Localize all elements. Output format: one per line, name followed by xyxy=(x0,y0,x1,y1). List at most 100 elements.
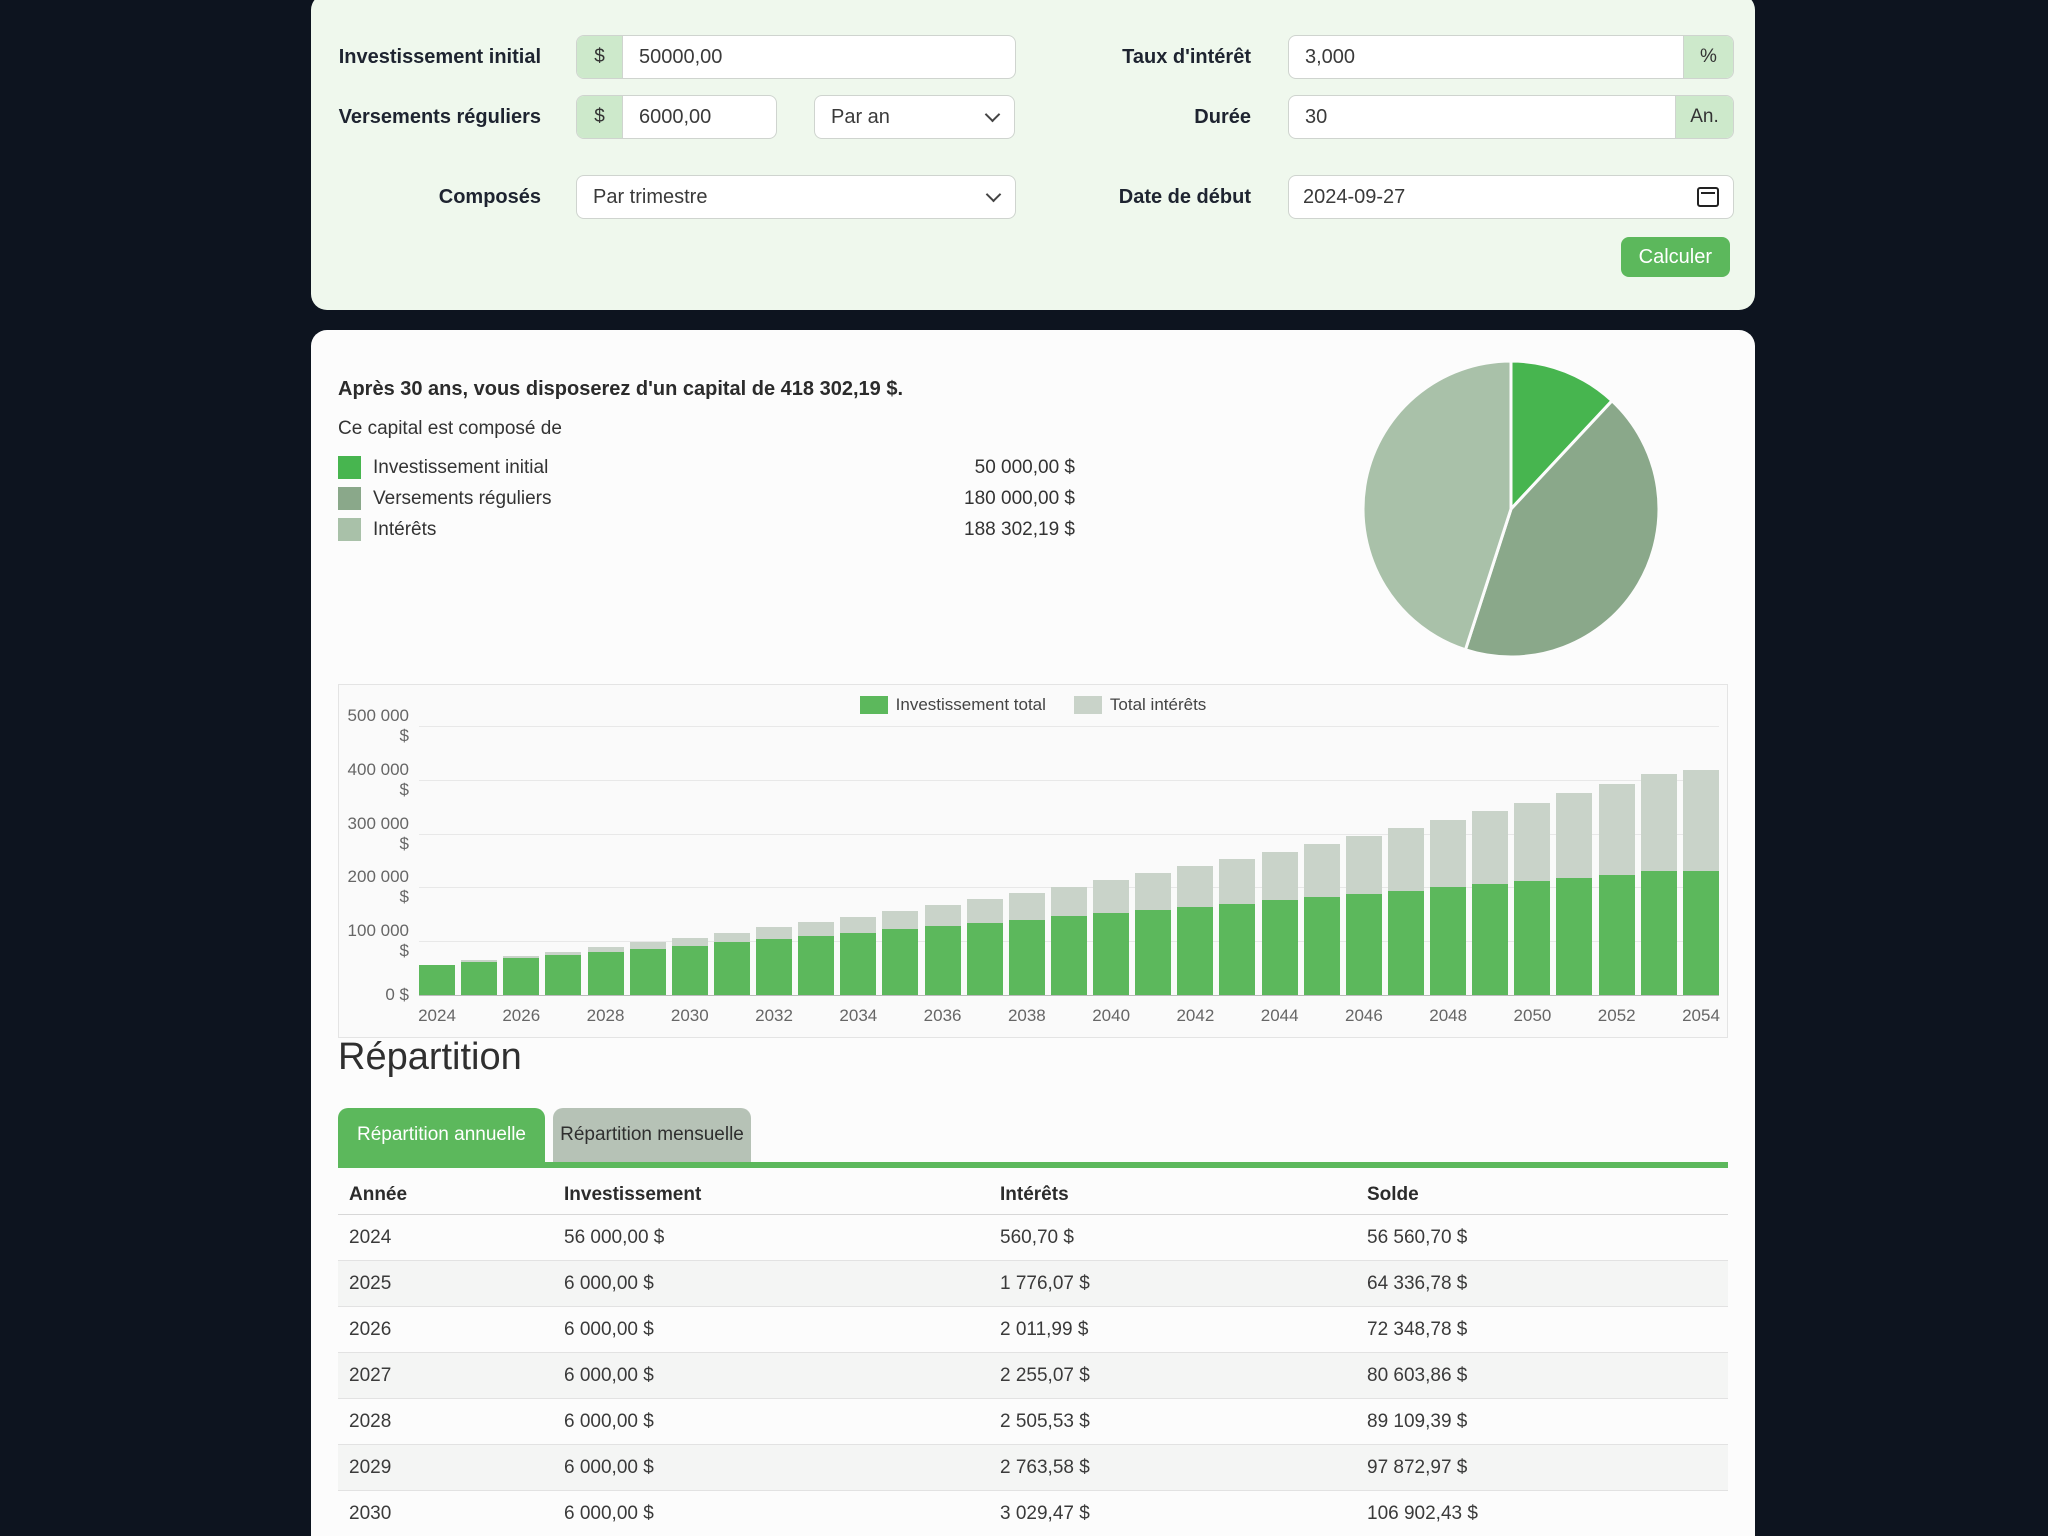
repartition-heading: Répartition xyxy=(338,1036,522,1078)
calculate-button[interactable]: Calculer xyxy=(1620,237,1730,277)
interest-segment xyxy=(1472,811,1509,885)
x-axis-tick-label: 2034 xyxy=(839,1006,878,1025)
interest-segment xyxy=(503,956,540,959)
stacked-bar xyxy=(1387,828,1424,995)
table-row: 2027 6 000,00 $ 2 255,07 $ 80 603,86 $ xyxy=(338,1353,1728,1399)
investment-segment xyxy=(419,964,455,995)
legend-value: 180 000,00 $ xyxy=(964,487,1075,509)
stacked-bar xyxy=(587,947,624,995)
interest-segment xyxy=(545,951,582,956)
table-cell: 1 776,07 $ xyxy=(1000,1272,1090,1294)
investment-segment xyxy=(1514,880,1551,995)
stacked-bar xyxy=(503,956,540,995)
y-axis-tick-label: 200 000 $ xyxy=(347,867,409,907)
pie-slice xyxy=(1509,359,1614,511)
stacked-bar xyxy=(882,910,919,995)
calendar-icon xyxy=(1697,187,1719,207)
table-cell: 2029 xyxy=(349,1456,392,1478)
table-cell: 2026 xyxy=(349,1318,392,1340)
tab-repartition-annuelle[interactable]: Répartition annuelle xyxy=(338,1108,545,1162)
investment-segment xyxy=(503,958,540,995)
table-cell: 6 000,00 $ xyxy=(564,1456,654,1478)
repartition-table: Année Investissement Intérêts Solde 2024… xyxy=(338,1175,1728,1536)
legend-label: Total intérêts xyxy=(1109,695,1207,714)
investment-segment xyxy=(1050,916,1087,995)
interest-segment xyxy=(713,932,750,943)
legend-value: 188 302,19 $ xyxy=(964,518,1075,540)
investment-segment xyxy=(1135,910,1172,995)
compound-select[interactable]: Par trimestre xyxy=(576,175,1016,219)
x-axis-tick-label: 2042 xyxy=(1176,1006,1215,1025)
bars-container xyxy=(419,726,1719,995)
table-row: 2029 6 000,00 $ 2 763,58 $ 97 872,97 $ xyxy=(338,1445,1728,1491)
stacked-bar xyxy=(1640,774,1677,995)
table-cell: 3 029,47 $ xyxy=(1000,1502,1090,1524)
interest-segment xyxy=(1556,793,1593,878)
active-tab-underline xyxy=(338,1162,1728,1168)
capital-summary-title: Après 30 ans, vous disposerez d'un capit… xyxy=(338,378,904,400)
interest-segment xyxy=(671,937,708,946)
duration-input[interactable] xyxy=(1289,96,1675,138)
investment-segment xyxy=(1177,906,1214,995)
x-axis-tick-label: 2038 xyxy=(1007,1006,1046,1025)
investment-segment xyxy=(713,942,750,995)
legend-swatch xyxy=(338,518,361,541)
x-axis-tick-label: 2024 xyxy=(418,1006,456,1025)
interest-segment xyxy=(1514,802,1551,881)
x-axis-tick-label: 2052 xyxy=(1597,1006,1636,1025)
compound-label: Composés xyxy=(438,186,541,208)
table-cell: 89 109,39 $ xyxy=(1367,1410,1468,1432)
table-cell: 2025 xyxy=(349,1272,392,1294)
interest-segment xyxy=(629,942,666,949)
table-cell: 80 603,86 $ xyxy=(1367,1364,1468,1386)
column-header-annee: Année xyxy=(349,1183,408,1205)
stacked-bar xyxy=(1556,793,1593,995)
interest-segment xyxy=(461,960,498,962)
column-header-interets: Intérêts xyxy=(1000,1183,1069,1205)
interest-segment xyxy=(1682,769,1719,872)
table-cell: 2 763,58 $ xyxy=(1000,1456,1090,1478)
legend-label: Intérêts xyxy=(373,518,437,540)
legend-swatch xyxy=(338,487,361,510)
start-date-input[interactable]: 2024-09-27 xyxy=(1288,175,1734,219)
y-axis-tick-label: 400 000 $ xyxy=(347,759,409,799)
interest-segment xyxy=(882,910,919,930)
regular-payments-input[interactable] xyxy=(623,96,776,138)
investment-segment xyxy=(1640,871,1677,995)
table-row: 2025 6 000,00 $ 1 776,07 $ 64 336,78 $ xyxy=(338,1261,1728,1307)
interest-rate-group: % xyxy=(1288,35,1734,79)
table-header-row: Année Investissement Intérêts Solde xyxy=(338,1175,1728,1215)
investment-segment xyxy=(1472,884,1509,995)
table-cell: 56 000,00 $ xyxy=(564,1226,665,1248)
percent-suffix: % xyxy=(1683,36,1733,78)
y-axis-tick-label: 100 000 $ xyxy=(347,921,409,961)
table-cell: 2 011,99 $ xyxy=(1000,1318,1089,1340)
interest-segment xyxy=(1303,844,1340,898)
initial-investment-input[interactable] xyxy=(623,36,1015,78)
interest-segment xyxy=(587,947,624,952)
investment-segment xyxy=(587,951,624,995)
stacked-bar xyxy=(1303,844,1340,995)
investment-segment xyxy=(882,929,919,995)
table-cell: 2 255,07 $ xyxy=(1000,1364,1090,1386)
capital-composition-legend: Investissement initial 50 000,00 $ Verseme… xyxy=(338,452,1075,545)
investment-segment xyxy=(1387,890,1424,995)
interest-segment xyxy=(1640,774,1677,872)
table-cell: 2028 xyxy=(349,1410,392,1432)
table-cell: 72 348,78 $ xyxy=(1367,1318,1468,1340)
stacked-bar xyxy=(629,942,666,995)
interest-rate-input[interactable] xyxy=(1289,36,1683,78)
payment-frequency-select[interactable]: Par an xyxy=(814,95,1015,139)
regular-payments-label: Versements réguliers xyxy=(338,106,541,128)
x-axis-tick-label: 2044 xyxy=(1260,1006,1299,1025)
investment-segment xyxy=(461,961,498,995)
interest-segment xyxy=(1430,819,1466,888)
tab-repartition-mensuelle[interactable]: Répartition mensuelle xyxy=(553,1108,751,1162)
stacked-bar xyxy=(1472,811,1509,995)
table-row: 2024 56 000,00 $ 560,70 $ 56 560,70 $ xyxy=(338,1215,1728,1261)
calculator-form-card: Investissement initial $ Taux d'intérêt … xyxy=(311,0,1755,310)
stacked-bar xyxy=(1177,866,1214,995)
investment-segment xyxy=(629,948,666,995)
legend-label: Investissement initial xyxy=(373,456,549,478)
investment-segment xyxy=(1261,900,1298,995)
